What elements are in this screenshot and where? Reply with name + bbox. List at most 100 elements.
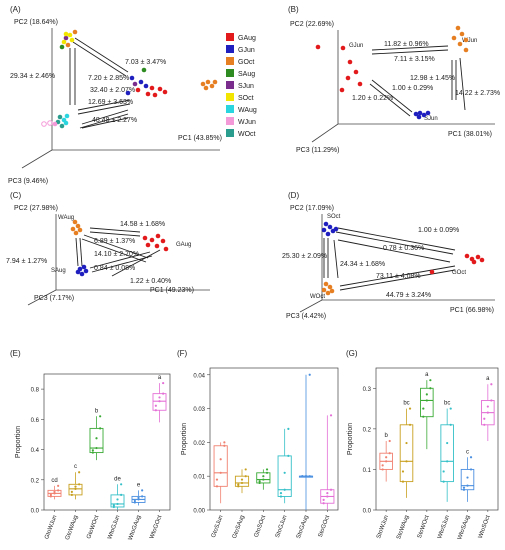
data-point: [304, 475, 308, 478]
point-wjun: [463, 37, 469, 43]
data-point: [162, 381, 165, 385]
category-label: StoWJun: [376, 515, 390, 540]
data-point: [388, 439, 391, 443]
data-point: [219, 471, 222, 474]
box: [152, 393, 167, 411]
panel-d: (D) PC2 (17.09%) PC1 (66.98%) PC3 (4.42%…: [282, 191, 495, 320]
y-tick-label: 0.0: [31, 509, 40, 515]
data-point: [483, 423, 486, 426]
y-tick-label: 0.02: [193, 441, 205, 447]
data-point: [78, 483, 81, 486]
legend-swatch-sjun: [226, 81, 234, 89]
point-waug: [75, 223, 81, 229]
data-point: [74, 485, 77, 488]
point-gjun: [138, 79, 144, 85]
panel-g: (G) 0.0 0.1 0.2 0.3 Proportion b StoWJun bc StoW…: [346, 349, 499, 541]
data-point: [449, 423, 452, 426]
panel-b-pc1-label: PC1 (38.01%): [448, 131, 492, 138]
data-point: [74, 487, 77, 490]
point-gaug: [149, 237, 155, 243]
data-point: [78, 471, 81, 474]
data-point: [244, 468, 247, 471]
point-gaug: [145, 242, 151, 248]
y-tick-label: 0.1: [363, 468, 372, 474]
data-point: [223, 441, 226, 444]
box: [440, 424, 454, 483]
significance-letter: c: [74, 464, 77, 470]
box: [256, 472, 271, 484]
data-point: [405, 460, 408, 463]
data-point: [112, 504, 115, 507]
legend-swatch-wjun: [226, 117, 234, 125]
panel-a-pc3-axis: [21, 149, 53, 169]
point-woct: [57, 114, 63, 120]
significance-letter: de: [114, 476, 121, 482]
data-point: [262, 478, 265, 481]
data-point: [326, 491, 329, 495]
point-sjun: [416, 114, 422, 120]
panel-c-dist-4: 0.84 ± 0.08%: [94, 265, 135, 272]
point-goct: [212, 79, 218, 85]
point-waug: [73, 230, 79, 236]
panel-a-arrows: [69, 37, 131, 129]
point-wjun: [52, 121, 58, 127]
data-point: [326, 495, 329, 498]
point-waug: [64, 113, 70, 119]
panel-c-pc1-label: PC1 (49.23%): [150, 287, 194, 294]
significance-letter: bc: [444, 401, 450, 407]
panel-c-dist-2: 14.10 ± 2.70%: [94, 251, 139, 258]
legend-label-goct: GOct: [238, 59, 254, 66]
point-soct: [67, 32, 73, 38]
data-point: [486, 405, 489, 408]
panel-b: (B) PC2 (22.69%) PC1 (38.01%) PC3 (11.29…: [288, 5, 500, 154]
y-tick-label: 0.04: [193, 373, 205, 379]
point-waug: [77, 227, 83, 233]
panel-a-dist-5: 48.48 ± 2.27%: [92, 117, 137, 124]
data-point: [329, 414, 333, 417]
data-point: [95, 446, 98, 450]
point-gjun: [353, 69, 359, 75]
point-woct: [59, 123, 65, 129]
panel-b-points: [315, 25, 469, 120]
point-goct: [471, 259, 477, 265]
data-point: [53, 492, 56, 495]
point-gjun: [345, 75, 351, 81]
panel-c-pc2-label: PC2 (27.98%): [14, 205, 58, 212]
data-point: [388, 452, 391, 455]
data-point: [53, 490, 56, 493]
data-point: [215, 478, 219, 481]
point-gjun: [129, 75, 135, 81]
data-point: [120, 493, 123, 496]
y-axis-label: Proportion: [181, 423, 188, 455]
panel-d-pc3-axis: [299, 299, 323, 313]
data-point: [466, 484, 469, 487]
point-wjun: [41, 121, 47, 127]
data-point: [381, 468, 384, 471]
legend-swatch-saug: [226, 69, 234, 77]
category-label: GtoWJun: [44, 515, 58, 541]
point-soct: [333, 226, 339, 232]
data-point: [442, 470, 445, 473]
data-point: [158, 400, 161, 403]
point-wjun: [451, 35, 457, 41]
data-point: [287, 454, 290, 458]
data-point: [70, 493, 73, 496]
box: [213, 445, 228, 487]
data-point: [483, 417, 486, 420]
panel-d-pc1-label: PC1 (66.98%): [450, 307, 494, 314]
category-label: WtoGJun: [107, 515, 121, 541]
data-point: [265, 468, 269, 471]
data-point: [133, 499, 136, 503]
significance-letter: c: [466, 449, 469, 455]
point-soct: [321, 227, 327, 233]
data-point: [95, 437, 98, 440]
data-point: [287, 427, 290, 430]
legend-label-gaug: GAug: [238, 35, 256, 42]
data-point: [137, 498, 140, 501]
y-tick-label: 0.03: [193, 407, 205, 413]
data-point: [425, 393, 428, 396]
data-point: [120, 483, 123, 486]
panel-c-pc3-label: PC3 (7.17%): [34, 295, 74, 302]
point-wjun: [47, 120, 53, 126]
legend-swatch-woct: [226, 129, 234, 137]
